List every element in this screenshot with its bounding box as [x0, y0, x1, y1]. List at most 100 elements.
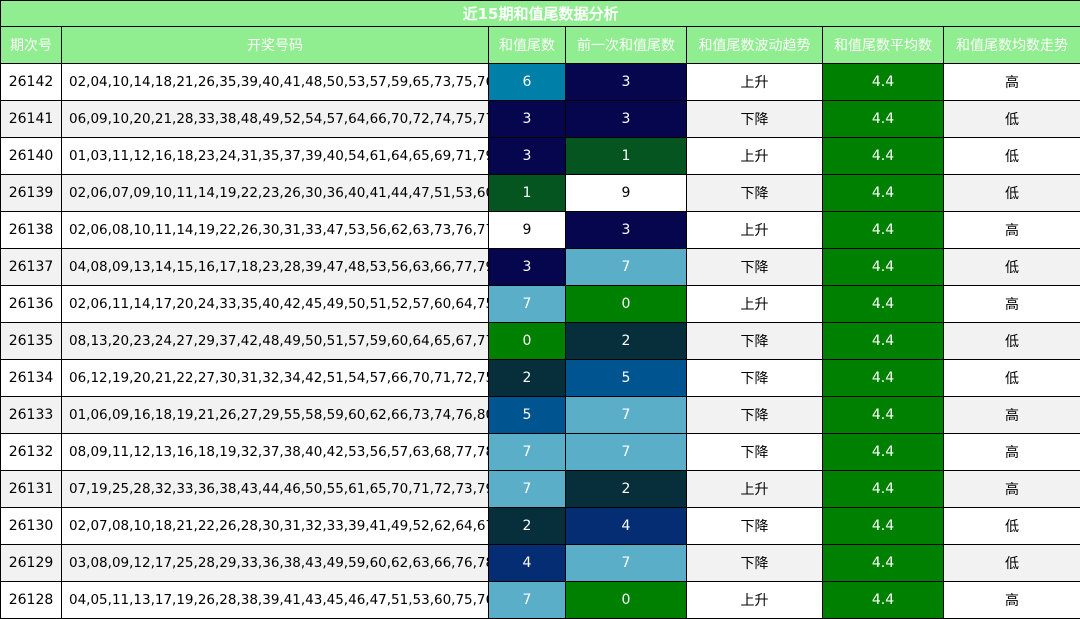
table-row: 26131 07,19,25,28,32,33,36,38,43,44,46,50… — [0, 470, 1080, 508]
numbers-cell: 07,19,25,28,32,33,36,38,43,44,46,50,55,6… — [61, 470, 489, 508]
table-row: 26133 01,06,09,16,18,19,21,26,27,29,55,58… — [0, 396, 1080, 434]
avg-cell: 4.4 — [822, 285, 944, 323]
avg-trend-cell: 低 — [942, 174, 1080, 212]
trend-cell: 上升 — [686, 285, 823, 323]
issue-cell: 26128 — [0, 581, 62, 619]
avg-cell: 4.4 — [822, 211, 944, 249]
prev-tail-cell: 3 — [565, 63, 687, 101]
trend-cell: 上升 — [686, 211, 823, 249]
numbers-cell: 04,05,11,13,17,19,26,28,38,39,41,43,45,4… — [61, 581, 489, 619]
numbers-cell: 01,03,11,12,16,18,23,24,31,35,37,39,40,5… — [61, 137, 489, 175]
issue-cell: 26136 — [0, 285, 62, 323]
avg-trend-cell: 低 — [942, 322, 1080, 360]
trend-cell: 上升 — [686, 581, 823, 619]
avg-cell: 4.4 — [822, 137, 944, 175]
header-row: 期次号 开奖号码 和值尾数 前一次和值尾数 和值尾数波动趋势 和值尾数平均数 和… — [0, 26, 1080, 64]
avg-cell: 4.4 — [822, 507, 944, 545]
prev-tail-cell: 7 — [565, 396, 687, 434]
tail-cell: 2 — [488, 507, 566, 545]
table-row: 26129 03,08,09,12,17,25,28,29,33,36,38,43… — [0, 544, 1080, 582]
issue-cell: 26140 — [0, 137, 62, 175]
tail-cell: 7 — [488, 433, 566, 471]
table-row: 26139 02,06,07,09,10,11,14,19,22,23,26,30… — [0, 174, 1080, 212]
tail-cell: 7 — [488, 470, 566, 508]
trend-cell: 上升 — [686, 137, 823, 175]
numbers-cell: 02,06,07,09,10,11,14,19,22,23,26,30,36,4… — [61, 174, 489, 212]
table-row: 26141 06,09,10,20,21,28,33,38,48,49,52,54… — [0, 100, 1080, 138]
table-title: 近15期和值尾数据分析 — [0, 0, 1080, 27]
avg-trend-cell: 低 — [942, 137, 1080, 175]
trend-cell: 下降 — [686, 174, 823, 212]
header-avg: 和值尾数平均数 — [822, 26, 944, 64]
header-issue: 期次号 — [0, 26, 62, 64]
numbers-cell: 06,12,19,20,21,22,27,30,31,32,34,42,51,5… — [61, 359, 489, 397]
table-row: 26140 01,03,11,12,16,18,23,24,31,35,37,39… — [0, 137, 1080, 175]
numbers-cell: 08,13,20,23,24,27,29,37,42,48,49,50,51,5… — [61, 322, 489, 360]
table-row: 26136 02,06,11,14,17,20,24,33,35,40,42,45… — [0, 285, 1080, 323]
header-prev-tail: 前一次和值尾数 — [565, 26, 687, 64]
numbers-cell: 08,09,11,12,13,16,18,19,32,37,38,40,42,5… — [61, 433, 489, 471]
avg-trend-cell: 高 — [942, 433, 1080, 471]
table-row: 26137 04,08,09,13,14,15,16,17,18,23,28,39… — [0, 248, 1080, 286]
tail-cell: 7 — [488, 285, 566, 323]
avg-cell: 4.4 — [822, 174, 944, 212]
numbers-cell: 02,07,08,10,18,21,22,26,28,30,31,32,33,3… — [61, 507, 489, 545]
avg-cell: 4.4 — [822, 581, 944, 619]
issue-cell: 26132 — [0, 433, 62, 471]
tail-cell: 3 — [488, 100, 566, 138]
trend-cell: 下降 — [686, 507, 823, 545]
numbers-cell: 02,06,11,14,17,20,24,33,35,40,42,45,49,5… — [61, 285, 489, 323]
tail-cell: 5 — [488, 396, 566, 434]
avg-cell: 4.4 — [822, 544, 944, 582]
table-row: 26134 06,12,19,20,21,22,27,30,31,32,34,42… — [0, 359, 1080, 397]
prev-tail-cell: 3 — [565, 211, 687, 249]
prev-tail-cell: 7 — [565, 433, 687, 471]
avg-trend-cell: 高 — [942, 396, 1080, 434]
avg-cell: 4.4 — [822, 248, 944, 286]
avg-trend-cell: 高 — [942, 470, 1080, 508]
prev-tail-cell: 2 — [565, 322, 687, 360]
numbers-cell: 01,06,09,16,18,19,21,26,27,29,55,58,59,6… — [61, 396, 489, 434]
issue-cell: 26130 — [0, 507, 62, 545]
avg-trend-cell: 低 — [942, 544, 1080, 582]
tail-cell: 2 — [488, 359, 566, 397]
avg-trend-cell: 高 — [942, 581, 1080, 619]
avg-cell: 4.4 — [822, 100, 944, 138]
numbers-cell: 02,06,08,10,11,14,19,22,26,30,31,33,47,5… — [61, 211, 489, 249]
table-row: 26130 02,07,08,10,18,21,22,26,28,30,31,32… — [0, 507, 1080, 545]
prev-tail-cell: 0 — [565, 285, 687, 323]
prev-tail-cell: 9 — [565, 174, 687, 212]
issue-cell: 26137 — [0, 248, 62, 286]
trend-cell: 下降 — [686, 100, 823, 138]
prev-tail-cell: 7 — [565, 544, 687, 582]
tail-cell: 1 — [488, 174, 566, 212]
prev-tail-cell: 7 — [565, 248, 687, 286]
avg-cell: 4.4 — [822, 470, 944, 508]
numbers-cell: 06,09,10,20,21,28,33,38,48,49,52,54,57,6… — [61, 100, 489, 138]
avg-cell: 4.4 — [822, 63, 944, 101]
prev-tail-cell: 2 — [565, 470, 687, 508]
tail-cell: 9 — [488, 211, 566, 249]
issue-cell: 26134 — [0, 359, 62, 397]
tail-cell: 4 — [488, 544, 566, 582]
table-row: 26132 08,09,11,12,13,16,18,19,32,37,38,40… — [0, 433, 1080, 471]
issue-cell: 26139 — [0, 174, 62, 212]
tail-cell: 3 — [488, 248, 566, 286]
table-row: 26142 02,04,10,14,18,21,26,35,39,40,41,48… — [0, 63, 1080, 101]
issue-cell: 26142 — [0, 63, 62, 101]
header-trend: 和值尾数波动趋势 — [686, 26, 823, 64]
avg-cell: 4.4 — [822, 322, 944, 360]
avg-trend-cell: 低 — [942, 507, 1080, 545]
prev-tail-cell: 3 — [565, 100, 687, 138]
tail-cell: 3 — [488, 137, 566, 175]
avg-trend-cell: 低 — [942, 359, 1080, 397]
numbers-cell: 03,08,09,12,17,25,28,29,33,36,38,43,49,5… — [61, 544, 489, 582]
trend-cell: 下降 — [686, 433, 823, 471]
prev-tail-cell: 4 — [565, 507, 687, 545]
trend-cell: 上升 — [686, 470, 823, 508]
trend-cell: 上升 — [686, 63, 823, 101]
tail-cell: 6 — [488, 63, 566, 101]
trend-cell: 下降 — [686, 322, 823, 360]
header-numbers: 开奖号码 — [61, 26, 489, 64]
table-row: 26138 02,06,08,10,11,14,19,22,26,30,31,33… — [0, 211, 1080, 249]
